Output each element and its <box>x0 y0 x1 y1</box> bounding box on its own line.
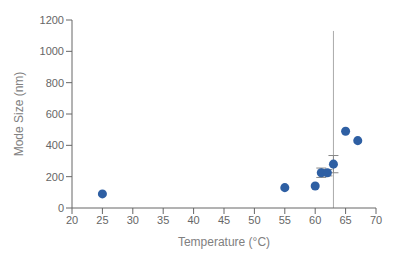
svg-text:600: 600 <box>46 108 64 120</box>
svg-text:Temperature (°C): Temperature (°C) <box>178 235 270 249</box>
svg-text:50: 50 <box>248 214 260 226</box>
svg-text:45: 45 <box>218 214 230 226</box>
svg-text:400: 400 <box>46 139 64 151</box>
svg-text:1200: 1200 <box>40 14 64 26</box>
svg-text:70: 70 <box>370 214 382 226</box>
svg-text:800: 800 <box>46 77 64 89</box>
svg-text:25: 25 <box>96 214 108 226</box>
svg-text:20: 20 <box>66 214 78 226</box>
svg-text:0: 0 <box>58 202 64 214</box>
svg-text:200: 200 <box>46 171 64 183</box>
svg-text:1000: 1000 <box>40 45 64 57</box>
svg-text:60: 60 <box>309 214 321 226</box>
svg-text:65: 65 <box>339 214 351 226</box>
svg-text:40: 40 <box>187 214 199 226</box>
svg-text:Mode Size (nm): Mode Size (nm) <box>12 72 26 157</box>
svg-text:35: 35 <box>157 214 169 226</box>
svg-text:30: 30 <box>127 214 139 226</box>
svg-text:55: 55 <box>279 214 291 226</box>
